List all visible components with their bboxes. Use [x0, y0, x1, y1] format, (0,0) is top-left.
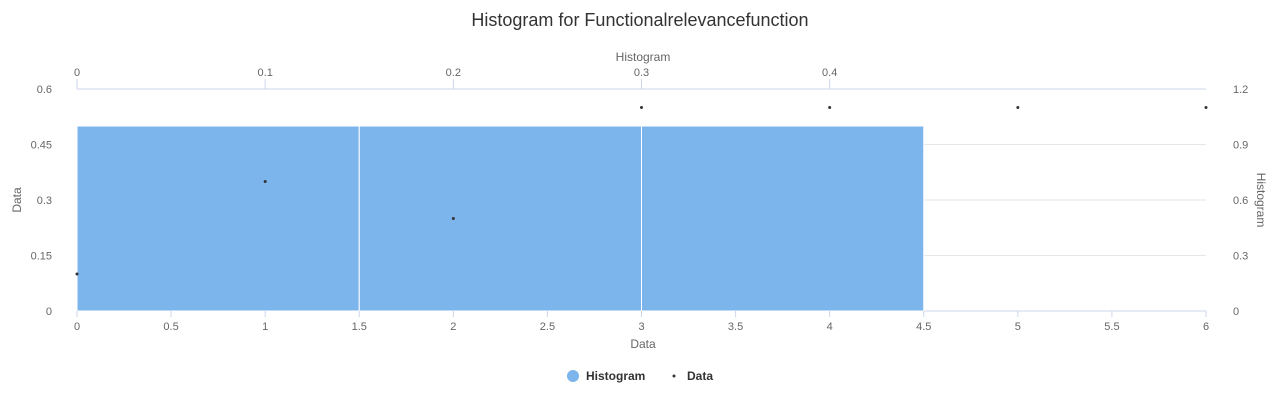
legend-data-marker [672, 374, 676, 378]
y-left-tick-label: 0.15 [31, 251, 52, 263]
x-bottom-tick-label: 6 [1203, 321, 1209, 333]
legend-item-histogram[interactable]: Histogram [567, 369, 645, 383]
x-bottom-tick-label: 2 [450, 321, 456, 333]
y-left-tick-label: 0.3 [37, 195, 52, 207]
x-bottom-tick-label: 4 [827, 321, 833, 333]
data-point [828, 106, 832, 109]
x-bottom-axis-title: Data [630, 337, 656, 351]
y-right-tick-label: 0.9 [1233, 140, 1248, 152]
x-bottom-tick-label: 4.5 [916, 321, 931, 333]
legend-data-label: Data [687, 369, 713, 383]
legend: Histogram Data [567, 369, 713, 383]
x-bottom-tick-label: 1.5 [352, 321, 367, 333]
y-left-tick-label: 0.6 [37, 84, 52, 96]
x-top-tick-label: 0.1 [258, 67, 273, 79]
x-bottom-tick-label: 2.5 [540, 321, 555, 333]
x-bottom-tick-label: 3 [638, 321, 644, 333]
histogram-bar [76, 125, 360, 312]
x-top-tick-label: 0.4 [822, 67, 837, 79]
axes: 00.150.30.450.600.30.60.91.20 0.5 1 1.5 2 2.5… [31, 67, 1249, 333]
chart-title: Histogram for Functionalrelevancefunctio… [471, 10, 808, 30]
x-top-tick-label: 0 [74, 67, 80, 79]
histogram-bar [358, 125, 642, 312]
legend-histogram-marker [567, 370, 579, 382]
y-right-tick-label: 0 [1233, 306, 1239, 318]
x-bottom-tick-label: 3.5 [728, 321, 743, 333]
data-point [1016, 106, 1020, 109]
x-top-axis-title: Histogram [616, 50, 671, 64]
data-point [1204, 106, 1208, 109]
x-bottom-tick-label: 5.5 [1104, 321, 1119, 333]
x-top-tick-label: 0.3 [634, 67, 649, 79]
x-bottom-tick-label: 0 [74, 321, 80, 333]
y-left-axis-title: Data [10, 187, 24, 213]
data-point [640, 106, 643, 109]
x-bottom-tick-label: 5 [1015, 321, 1021, 333]
y-right-tick-label: 0.3 [1233, 251, 1248, 263]
legend-histogram-label: Histogram [586, 369, 645, 383]
y-right-tick-label: 1.2 [1233, 84, 1248, 96]
y-left-tick-label: 0.45 [31, 140, 52, 152]
data-points [75, 106, 1208, 276]
data-point [263, 180, 267, 183]
y-left-tick-label: 0 [46, 306, 52, 318]
y-right-axis-title: Histogram [1254, 173, 1268, 228]
y-right-tick-label: 0.6 [1233, 195, 1248, 207]
x-top-tick-label: 0.2 [446, 67, 461, 79]
x-bottom-tick-label: 0.5 [163, 321, 178, 333]
legend-item-data[interactable]: Data [672, 369, 714, 383]
histogram-bar [641, 125, 925, 312]
histogram-bars [76, 125, 925, 312]
data-point [75, 272, 79, 276]
data-point [451, 217, 455, 220]
x-bottom-tick-label: 1 [262, 321, 268, 333]
